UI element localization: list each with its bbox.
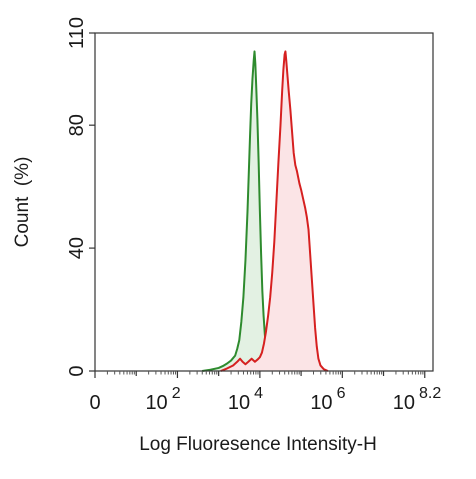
y-axis-label: Count (%) bbox=[12, 157, 33, 248]
x-tick-label-0: 0 bbox=[89, 392, 100, 414]
x-tick-label-3: 10 6 bbox=[310, 385, 345, 414]
y-tick-label-0: 0 bbox=[66, 365, 88, 376]
series-1-line bbox=[202, 50, 281, 372]
series-2-line bbox=[220, 50, 329, 372]
x-tick-label-1: 10 2 bbox=[145, 385, 180, 414]
y-tick-label-2: 80 bbox=[66, 114, 88, 136]
plot-frame bbox=[94, 32, 434, 372]
series-1-fill bbox=[202, 51, 281, 371]
x-axis-label: Log Fluoresence Intensity-H bbox=[139, 434, 377, 455]
x-tick-label-4: 10 8.2 bbox=[393, 385, 442, 414]
series-2-fill bbox=[220, 51, 328, 371]
y-tick-label-1: 40 bbox=[66, 237, 88, 259]
x-tick-label-2: 10 4 bbox=[228, 385, 263, 414]
y-tick-label-3: 110 bbox=[66, 17, 88, 49]
